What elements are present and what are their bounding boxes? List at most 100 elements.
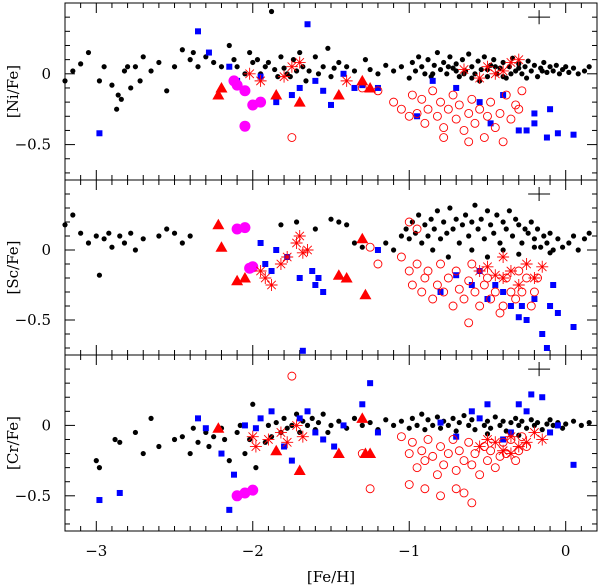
data-point-square	[304, 408, 311, 415]
data-point-circle	[287, 371, 297, 381]
data-point-asterisk	[301, 244, 314, 256]
data-point-dot	[115, 92, 121, 98]
data-point-asterisk	[520, 258, 533, 270]
data-point-dot	[528, 68, 534, 74]
data-point-circle	[501, 273, 511, 283]
data-point-dot	[190, 49, 196, 56]
data-point-dot	[336, 418, 342, 424]
data-point-dot	[250, 401, 256, 407]
data-point-dot	[268, 8, 275, 15]
data-point-dot	[488, 425, 494, 431]
data-point-triangle	[356, 412, 369, 423]
data-point-dot	[516, 422, 522, 428]
data-point-square	[437, 289, 444, 295]
data-point-square	[374, 84, 381, 91]
data-point-circle	[428, 86, 438, 96]
data-point-circle	[459, 456, 469, 466]
data-point-dot	[303, 78, 309, 84]
data-point-dot	[563, 64, 569, 70]
data-point-dot	[416, 212, 422, 218]
data-point-circle	[475, 470, 485, 480]
data-point-dot	[85, 240, 92, 246]
data-point-dot	[211, 59, 217, 66]
data-point-dot	[121, 68, 128, 74]
data-point-square	[96, 497, 103, 504]
data-point-asterisk	[281, 251, 294, 263]
data-point-dot	[450, 415, 456, 421]
data-point-square	[515, 127, 522, 134]
data-point-dot	[559, 425, 566, 431]
data-point-square	[476, 99, 483, 106]
data-point-square	[202, 425, 209, 432]
data-point-dot	[428, 216, 434, 222]
data-point-triangle	[364, 447, 377, 459]
data-point-dot	[456, 419, 462, 426]
data-point-dot	[547, 230, 553, 236]
data-point-dot	[453, 61, 459, 67]
x-tick-label: −3	[85, 542, 107, 560]
data-point-dot	[70, 68, 76, 74]
panel-frame	[64, 354, 598, 532]
data-point-asterisk	[489, 436, 502, 449]
data-point-circle	[483, 273, 492, 283]
data-point-square	[273, 247, 280, 253]
data-point-dot	[434, 414, 440, 420]
data-point-dot	[444, 71, 450, 77]
data-point-circle	[470, 449, 480, 459]
data-point-dot	[195, 64, 201, 70]
data-point-dot	[231, 57, 237, 63]
data-point-dot	[62, 78, 68, 84]
data-point-dot	[547, 417, 553, 423]
data-point-circle	[495, 108, 505, 118]
data-point-dot	[406, 425, 412, 431]
data-point-circle	[514, 104, 524, 114]
data-point-asterisk	[512, 279, 525, 291]
data-point-asterisk	[254, 265, 267, 277]
data-point-dot	[497, 240, 503, 246]
data-point-dot	[500, 247, 506, 253]
data-point-asterisk	[473, 72, 486, 85]
data-point-circle	[404, 266, 414, 276]
data-point-asterisk	[278, 70, 291, 83]
data-point-square	[547, 106, 554, 113]
data-point-dot	[475, 226, 481, 232]
data-point-square	[241, 422, 248, 429]
data-point-circle	[483, 456, 492, 466]
data-point-circle	[464, 276, 474, 286]
data-point-circle	[357, 449, 367, 459]
data-point-circle	[412, 224, 422, 234]
data-point-square	[374, 429, 381, 436]
x-tick-label: −2	[242, 542, 264, 560]
data-point-dot	[96, 78, 103, 84]
data-point-dot	[472, 427, 478, 433]
data-point-square	[205, 49, 212, 56]
panel-sc-fe: 0 −0.5 [Sc/Fe]	[4, 179, 598, 356]
data-point-dot	[412, 68, 419, 74]
data-point-circle	[498, 301, 508, 311]
data-point-dot	[367, 419, 373, 426]
data-point-circle	[498, 137, 508, 147]
data-point-dot	[62, 222, 68, 228]
data-point-dot	[555, 236, 561, 242]
data-point-dot	[211, 434, 217, 440]
data-point-dot	[437, 236, 444, 242]
data-point-dot	[93, 458, 99, 464]
data-point-triangle	[293, 464, 306, 475]
data-point-square	[340, 70, 347, 77]
data-point-dot	[187, 450, 193, 457]
data-point-dot	[320, 64, 326, 70]
data-point-square	[518, 303, 525, 309]
data-point-square	[304, 21, 311, 28]
data-point-asterisk	[473, 440, 486, 453]
data-point-dot	[570, 65, 577, 71]
data-point-dot	[132, 429, 139, 436]
data-point-circle	[439, 133, 449, 142]
data-point-square	[218, 450, 225, 457]
data-point-asterisk	[481, 433, 494, 446]
data-point-dot	[309, 415, 315, 421]
data-point-circle	[475, 104, 485, 114]
data-point-dot	[481, 422, 487, 428]
data-point-square	[570, 461, 577, 468]
data-point-dot	[437, 425, 444, 431]
data-point-dot	[206, 443, 212, 450]
